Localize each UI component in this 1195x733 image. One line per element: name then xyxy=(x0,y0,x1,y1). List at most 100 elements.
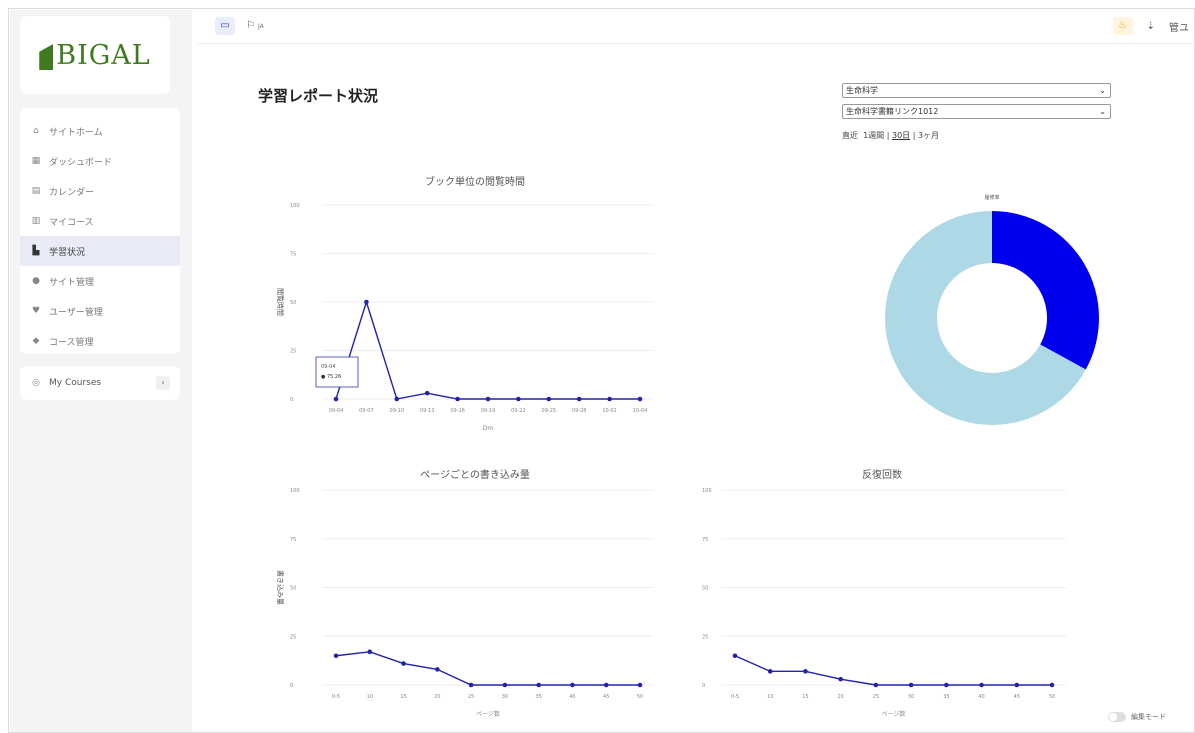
x-tick-label: 09-22 xyxy=(511,408,526,414)
site-logo[interactable]: BIGAL xyxy=(20,16,170,94)
x-tick-label: 10-04 xyxy=(633,408,648,414)
users-icon: ♥ xyxy=(31,306,41,316)
x-tick-label: 25 xyxy=(873,694,879,700)
data-point xyxy=(333,396,339,402)
book-select[interactable]: 生命科学書籍リンク1012 ⌄ xyxy=(842,104,1111,119)
edit-mode-label: 編集モード xyxy=(1131,713,1166,721)
data-point xyxy=(546,396,552,402)
x-tick-label: 09-10 xyxy=(390,408,405,414)
data-point xyxy=(603,682,609,688)
data-point xyxy=(536,682,541,688)
donut-slice xyxy=(992,211,1099,370)
x-tick-label: 09-13 xyxy=(420,408,435,414)
period-30-link[interactable]: 30日 xyxy=(891,131,911,140)
sidebar-item[interactable]: ▙ 学習状況 xyxy=(20,236,180,266)
x-tick-label: 10 xyxy=(367,694,373,700)
sidebar-item[interactable]: ● サイト管理 xyxy=(20,266,180,296)
sidebar-item-my-courses[interactable]: ◎ My Courses › xyxy=(20,366,180,400)
sidebar-item[interactable]: ▤ カレンダー xyxy=(20,176,180,206)
series-line xyxy=(734,655,1052,686)
page-title: 学習レポート状況 xyxy=(258,87,379,105)
data-point xyxy=(502,682,508,688)
top-toolbar: ▭ ⚐ JA ♨ ⇣ 管ユ xyxy=(198,10,1195,44)
period-prefix: 直近 xyxy=(842,131,858,140)
x-tick-label: 09-16 xyxy=(450,408,465,414)
data-point xyxy=(944,682,949,688)
period-filter: 直近 1週間 | 30日 | 3ヶ月 xyxy=(842,130,939,141)
data-point xyxy=(401,661,406,666)
data-point xyxy=(873,682,879,688)
x-tick-label: 15 xyxy=(802,694,808,700)
y-tick-label: 100 xyxy=(290,488,300,494)
calendar-icon: ▤ xyxy=(31,186,41,196)
data-point xyxy=(333,653,339,659)
language-button[interactable]: ⚐ JA xyxy=(246,17,264,35)
edit-mode-toggle[interactable]: 編集モード xyxy=(1108,712,1166,722)
flag-icon: ⚐ xyxy=(246,20,255,31)
x-tick-label: 0-5 xyxy=(332,694,340,700)
sidebar-item[interactable]: ▥ マイコース xyxy=(20,206,180,236)
data-point xyxy=(570,682,575,688)
y-tick-label: 0 xyxy=(702,683,705,689)
data-point xyxy=(637,396,643,402)
x-tick-label: 25 xyxy=(468,694,474,700)
x-tick-label: 09-04 xyxy=(329,408,344,414)
book-select-value: 生命科学書籍リンク1012 xyxy=(846,107,939,116)
settings-icon: ● xyxy=(32,276,40,286)
user-menu[interactable]: 管ユ xyxy=(1169,22,1189,34)
data-point xyxy=(732,653,738,659)
data-point xyxy=(394,396,400,402)
period-3m-link[interactable]: 3ヶ月 xyxy=(917,131,940,140)
sidebar-item-label: ダッシュボード xyxy=(49,157,113,168)
chart-title: 履修率 xyxy=(984,194,999,201)
x-tick-label: 20 xyxy=(837,694,843,700)
sidebar-item[interactable]: ⌂ サイトホーム xyxy=(20,116,180,146)
data-point xyxy=(838,676,843,682)
period-week-link[interactable]: 1週間 xyxy=(863,131,885,140)
toggle-switch[interactable] xyxy=(1108,712,1126,722)
sidebar-item-label: コース管理 xyxy=(49,337,94,348)
sidebar-item-label: カレンダー xyxy=(49,187,95,198)
tooltip-value: ● 75.26 xyxy=(321,374,341,380)
notification-icon[interactable]: ♨ xyxy=(1112,17,1133,35)
sidebar-item[interactable]: ♥ ユーザー管理 xyxy=(20,296,180,326)
course-admin-icon: ◆ xyxy=(32,336,40,346)
y-tick-label: 50 xyxy=(290,586,296,592)
data-point xyxy=(607,396,612,402)
y-tick-label: 0 xyxy=(290,683,293,689)
y-tick-label: 50 xyxy=(290,300,296,306)
home-icon: ⌂ xyxy=(33,126,39,136)
data-point xyxy=(367,649,373,655)
y-tick-label: 25 xyxy=(290,349,296,355)
panel-toggle-icon[interactable]: ▭ xyxy=(215,17,235,35)
chevron-right-icon[interactable]: › xyxy=(156,376,170,390)
chart-icon: ▙ xyxy=(32,246,40,256)
y-tick-label: 75 xyxy=(702,537,708,543)
data-point xyxy=(908,682,914,688)
x-tick-label: 09-19 xyxy=(481,408,496,414)
sidebar-item[interactable]: ▦ ダッシュボード xyxy=(20,146,180,176)
course-icon: ▥ xyxy=(31,216,41,226)
y-tick-label: 75 xyxy=(290,252,296,258)
course-select[interactable]: 生命科学 ⌄ xyxy=(842,83,1111,98)
x-axis-label: Dm xyxy=(483,425,494,432)
x-tick-label: 45 xyxy=(1014,694,1020,700)
data-point xyxy=(576,396,582,402)
x-tick-label: 15 xyxy=(400,694,406,700)
sidebar-nav: ⌂ サイトホーム ▦ ダッシュボード ▤ カレンダー ▥ マイコース ▙ 学習状況 ● サイト管理 ♥ ユ… xyxy=(20,108,180,354)
y-axis-label: 書き込み量 xyxy=(276,570,285,605)
series-line xyxy=(335,651,640,686)
sidebar-item[interactable]: ◆ コース管理 xyxy=(20,326,180,356)
toolbar-right: ♨ ⇣ 管ユ xyxy=(1112,17,1189,35)
x-tick-label: 40 xyxy=(569,694,575,700)
logo-mark-icon xyxy=(39,44,54,70)
data-point xyxy=(767,669,773,674)
x-tick-label: 09-07 xyxy=(359,408,374,414)
data-point xyxy=(468,682,474,688)
x-tick-label: 30 xyxy=(908,694,914,700)
chevron-down-icon: ⌄ xyxy=(1099,107,1106,116)
messages-icon[interactable]: ⇣ xyxy=(1146,20,1155,32)
course-select-value: 生命科学 xyxy=(846,86,878,95)
sidebar-item-label: サイトホーム xyxy=(49,127,103,138)
tooltip-title: 09-04 xyxy=(321,364,336,370)
